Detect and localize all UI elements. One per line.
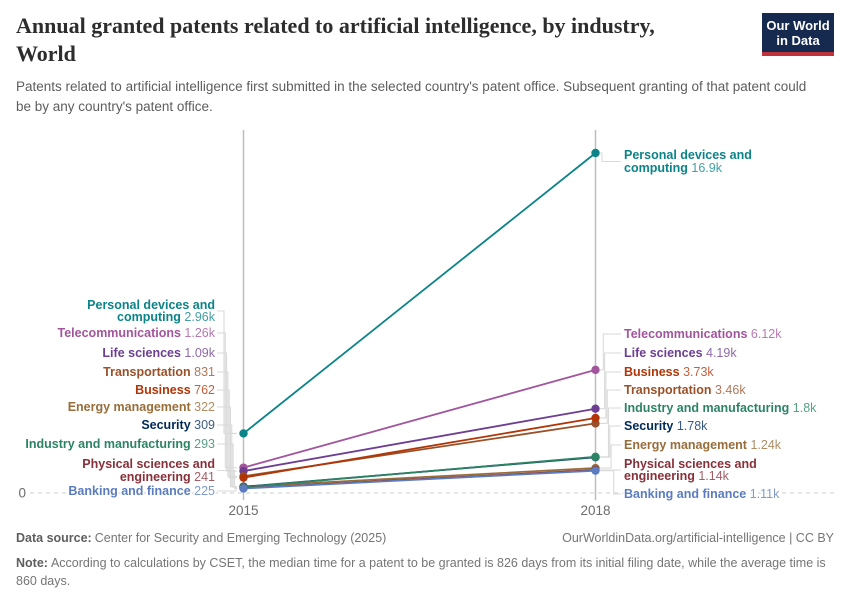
point-banking-and-finance-2018[interactable] [591,466,600,475]
series-label-banking-and-finance-left[interactable]: Banking and finance 225 [67,483,217,500]
title-line-2: World [16,41,76,66]
series-line-banking-and-finance[interactable] [243,469,596,490]
series-label-industry-and-manufacturing-right[interactable]: Industry and manufacturing 1.8k [623,400,819,417]
title-line-1: Annual granted patents related to artifi… [16,13,655,38]
series-label-transportation-right[interactable]: Transportation 3.46k [623,382,748,399]
connector-telecommunications-right [600,333,621,371]
connector-life-sciences-left [217,352,237,472]
connector-business-right [600,371,621,419]
series-label-physical-sciences-and-engineering-left[interactable]: Physical sciences and engineering 241 [81,456,217,486]
connector-banking-and-finance-right [600,470,621,495]
label-connectors [217,152,621,495]
point-personal-devices-and-computing-2015[interactable] [239,429,248,438]
point-banking-and-finance-2015[interactable] [239,484,248,493]
owid-logo[interactable]: Our World in Data [762,13,834,56]
point-industry-and-manufacturing-2018[interactable] [591,452,600,461]
footnote: Note: According to calculations by CSET, … [16,554,834,590]
series-label-personal-devices-and-computing-right[interactable]: Personal devices and computing 16.9k [623,147,754,177]
series-line-telecommunications[interactable] [243,369,596,469]
data-source-label: Data source: [16,531,92,545]
connector-physical-sciences-and-engineering-left [217,469,237,489]
series-label-transportation-left[interactable]: Transportation 831 [102,364,217,381]
series-label-energy-management-right[interactable]: Energy management 1.24k [623,437,784,454]
point-business-2018[interactable] [591,413,600,423]
series-line-industry-and-manufacturing[interactable] [243,455,596,489]
series-label-personal-devices-and-computing-left[interactable]: Personal devices and computing 2.96k [86,297,218,326]
connector-banking-and-finance-left [217,487,237,492]
point-personal-devices-and-computing-2018[interactable] [591,148,600,158]
connector-industry-and-manufacturing-left [217,443,237,488]
connector-telecommunications-left [217,332,237,469]
connector-transportation-right [600,389,621,424]
series-label-security-left[interactable]: Security 309 [140,417,217,434]
series-label-business-right[interactable]: Business 3.73k [623,364,716,381]
series-label-telecommunications-left[interactable]: Telecommunications 1.26k [56,325,217,342]
logo-line-1: Our World [766,18,830,33]
series-label-banking-and-finance-right[interactable]: Banking and finance 1.11k [623,486,782,503]
series-label-physical-sciences-and-engineering-right[interactable]: Physical sciences and engineering 1.14k [623,456,759,485]
chart-subtitle: Patents related to artificial intelligen… [16,79,807,114]
y-tick-zero: 0 [18,486,26,501]
connector-energy-management-right [600,444,621,469]
connector-life-sciences-right [600,352,621,410]
series-line-energy-management[interactable] [243,467,596,488]
connector-transportation-left [217,371,237,477]
series-label-life-sciences-right[interactable]: Life sciences 4.19k [623,345,739,362]
point-telecommunications-2018[interactable] [591,365,600,375]
series-line-life-sciences[interactable] [243,407,596,472]
series-label-business-left[interactable]: Business 762 [134,382,217,399]
data-source: Data source: Center for Security and Emer… [16,531,386,545]
footnote-label: Note: [16,556,48,570]
series-label-telecommunications-right[interactable]: Telecommunications 6.12k [623,326,784,343]
x-tick-2015: 2015 [228,503,258,518]
footnote-text: According to calculations by CSET, the m… [16,556,826,589]
series-label-life-sciences-left[interactable]: Life sciences 1.09k [101,345,217,362]
series-label-industry-and-manufacturing-left[interactable]: Industry and manufacturing 293 [24,436,217,453]
series-label-security-right[interactable]: Security 1.78k [623,418,710,435]
connector-security-right [600,425,621,458]
series-lines [242,152,597,490]
credit-link[interactable]: OurWorldinData.org/artificial-intelligen… [562,531,834,545]
page-title: Annual granted patents related to artifi… [16,12,655,68]
series-points [239,148,600,493]
connector-industry-and-manufacturing-right [600,407,621,458]
series-label-energy-management-left[interactable]: Energy management 322 [66,399,216,416]
point-life-sciences-2018[interactable] [591,404,600,413]
series-labels: Personal devices and computing 2.96k Perso… [24,147,819,503]
footer: Data source: Center for Security and Emer… [16,531,834,545]
x-tick-2018: 2018 [580,503,610,518]
series-line-business[interactable] [243,417,596,479]
data-source-text: Center for Security and Emerging Technol… [94,531,387,545]
series-line-personal-devices-and-computing[interactable] [242,152,597,435]
logo-line-2: in Data [776,33,820,48]
connector-personal-devices-and-computing-right [600,152,621,163]
point-business-2015[interactable] [239,473,248,482]
